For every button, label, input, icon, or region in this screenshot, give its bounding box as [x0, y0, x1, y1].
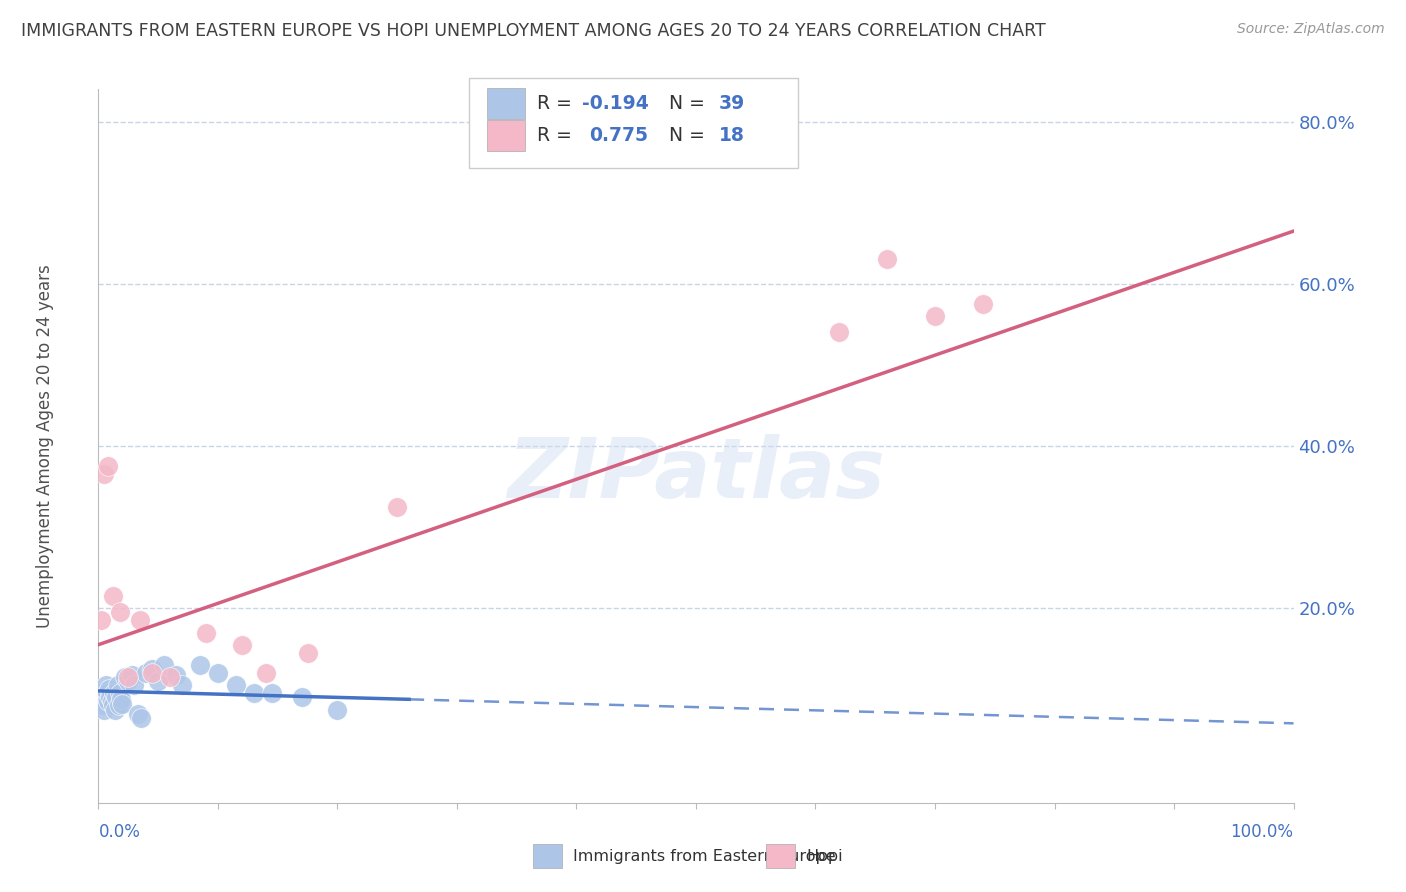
Point	[104, 702, 127, 716]
Point	[98, 682, 121, 697]
Text: 0.0%: 0.0%	[98, 823, 141, 841]
Text: -0.194: -0.194	[582, 94, 650, 113]
Point	[924, 310, 946, 324]
FancyBboxPatch shape	[486, 120, 524, 152]
Point	[90, 613, 112, 627]
Point	[105, 690, 128, 705]
FancyBboxPatch shape	[766, 844, 796, 869]
Point	[89, 686, 111, 700]
FancyBboxPatch shape	[533, 844, 562, 869]
Text: Immigrants from Eastern Europe: Immigrants from Eastern Europe	[572, 849, 835, 863]
Point	[127, 706, 149, 721]
Text: 0.775: 0.775	[589, 126, 648, 145]
Point	[148, 674, 170, 689]
Point	[97, 694, 120, 708]
Point	[195, 625, 218, 640]
Text: ZIPatlas: ZIPatlas	[508, 434, 884, 515]
Point	[297, 646, 319, 660]
Point	[108, 686, 131, 700]
Point	[141, 662, 163, 676]
Point	[90, 694, 112, 708]
Point	[159, 670, 181, 684]
Point	[254, 666, 277, 681]
Text: 18: 18	[718, 126, 745, 145]
Point	[141, 666, 163, 681]
Point	[91, 698, 114, 713]
FancyBboxPatch shape	[486, 87, 524, 120]
Point	[114, 670, 136, 684]
Text: 100.0%: 100.0%	[1230, 823, 1294, 841]
Point	[121, 667, 143, 681]
Point	[153, 657, 176, 672]
Point	[93, 702, 115, 716]
Point	[260, 686, 283, 700]
Point	[108, 605, 131, 619]
Text: R =: R =	[537, 94, 578, 113]
FancyBboxPatch shape	[470, 78, 797, 168]
Point	[188, 657, 211, 672]
Point	[101, 698, 124, 713]
Text: Hopi: Hopi	[806, 849, 842, 863]
Point	[231, 638, 253, 652]
Point	[326, 702, 349, 716]
Point	[243, 686, 266, 700]
Text: 39: 39	[718, 94, 745, 113]
Text: IMMIGRANTS FROM EASTERN EUROPE VS HOPI UNEMPLOYMENT AMONG AGES 20 TO 24 YEARS CO: IMMIGRANTS FROM EASTERN EUROPE VS HOPI U…	[21, 22, 1046, 40]
Point	[111, 697, 134, 711]
Point	[828, 326, 851, 340]
Point	[110, 692, 132, 706]
Text: N =: N =	[657, 126, 710, 145]
Point	[96, 686, 118, 700]
Point	[101, 589, 124, 603]
Point	[107, 678, 129, 692]
Point	[98, 690, 122, 705]
Point	[97, 459, 120, 474]
Point	[117, 674, 139, 689]
Point	[172, 678, 194, 692]
Text: Unemployment Among Ages 20 to 24 years: Unemployment Among Ages 20 to 24 years	[35, 264, 53, 628]
Point	[876, 252, 898, 267]
Text: R =: R =	[537, 126, 583, 145]
Point	[972, 297, 994, 311]
Point	[117, 670, 139, 684]
Point	[207, 666, 229, 681]
Text: N =: N =	[657, 94, 710, 113]
Point	[94, 678, 117, 692]
Point	[385, 500, 409, 514]
Text: Source: ZipAtlas.com: Source: ZipAtlas.com	[1237, 22, 1385, 37]
Point	[100, 694, 122, 708]
Point	[131, 711, 153, 725]
Point	[165, 667, 187, 681]
Point	[103, 686, 125, 700]
Point	[107, 698, 129, 713]
Point	[225, 678, 247, 692]
Point	[135, 666, 157, 681]
Point	[91, 690, 114, 705]
Point	[124, 678, 146, 692]
Point	[93, 467, 115, 482]
Point	[129, 613, 152, 627]
Point	[291, 690, 314, 705]
